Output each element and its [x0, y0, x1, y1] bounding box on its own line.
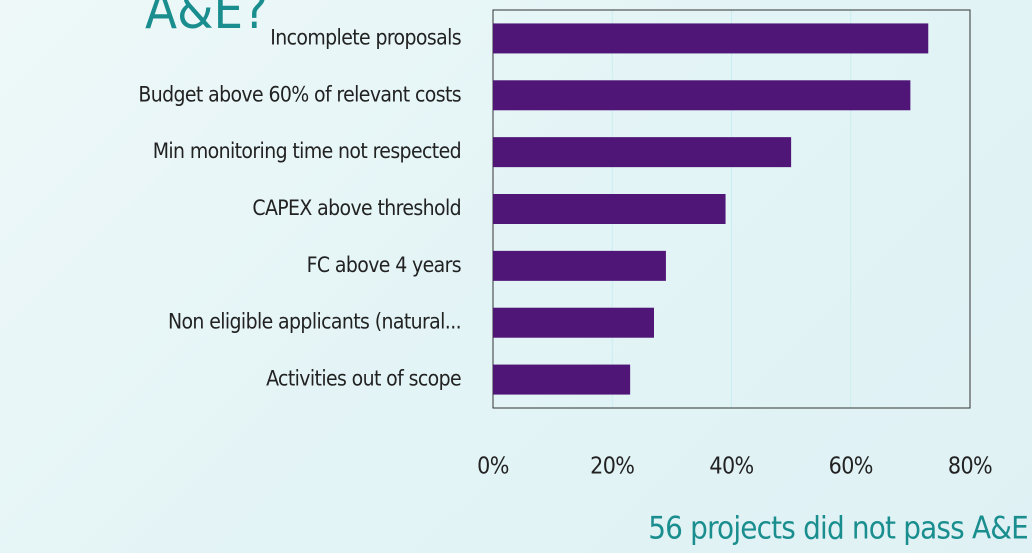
bar — [493, 194, 726, 224]
x-tick-label: 60% — [829, 454, 873, 480]
y-tick-label: Non eligible applicants (natural... — [168, 310, 461, 334]
bar — [493, 364, 631, 395]
bar — [493, 137, 792, 168]
x-tick-label: 20% — [590, 454, 634, 480]
bar — [493, 307, 654, 338]
y-tick-label: FC above 4 years — [307, 253, 461, 277]
y-tick-label: CAPEX above threshold — [252, 196, 461, 220]
y-tick-label: Activities out of scope — [266, 367, 461, 391]
y-tick-label: Min monitoring time not respected — [153, 139, 461, 163]
x-tick-label: 80% — [948, 454, 992, 480]
bar — [493, 80, 911, 111]
bar — [493, 23, 929, 54]
x-tick-label: 0% — [477, 454, 509, 480]
y-tick-label: Incomplete proposals — [270, 25, 461, 49]
y-tick-label: Budget above 60% of relevant costs — [138, 82, 461, 106]
x-tick-label: 40% — [709, 454, 753, 480]
bar — [493, 250, 666, 281]
chart-title: A&E? — [145, 0, 268, 41]
annotation: 56 projects did not pass A&E — [648, 511, 1028, 547]
